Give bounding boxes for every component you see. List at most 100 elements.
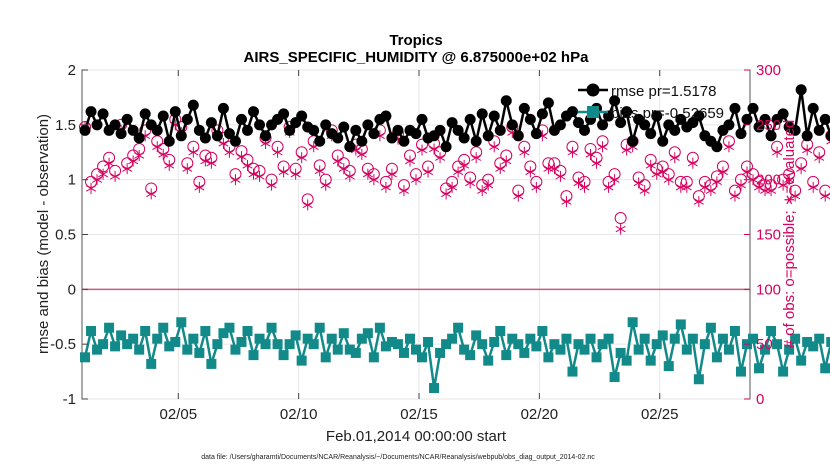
obs-evaluated-marker bbox=[453, 166, 464, 178]
obs-evaluated-marker bbox=[435, 152, 446, 164]
asterisk-stroke bbox=[802, 146, 813, 154]
obs-evaluated-marker bbox=[477, 185, 488, 197]
bias-point bbox=[705, 322, 716, 333]
rmse-point bbox=[109, 119, 121, 131]
bias-point bbox=[392, 339, 403, 350]
asterisk-stroke bbox=[332, 157, 343, 165]
y-axis-label: rmse and bias (model - observation) bbox=[35, 114, 52, 354]
asterisk-stroke bbox=[398, 187, 409, 194]
rmse-point bbox=[777, 108, 789, 120]
obs-evaluated-marker bbox=[410, 174, 422, 186]
asterisk-stroke bbox=[410, 176, 422, 183]
bias-point bbox=[772, 339, 783, 350]
bias-point bbox=[826, 336, 830, 347]
bias-point bbox=[573, 339, 584, 350]
asterisk-stroke bbox=[242, 162, 253, 169]
bias-point bbox=[248, 350, 259, 361]
bias-point bbox=[260, 339, 271, 350]
rmse-point bbox=[512, 130, 524, 142]
bias-point bbox=[471, 330, 482, 341]
rmse-point bbox=[524, 113, 536, 125]
asterisk-stroke bbox=[386, 171, 397, 178]
asterisk-stroke bbox=[423, 168, 434, 176]
rmse-point bbox=[795, 84, 807, 96]
bias-point bbox=[302, 333, 313, 344]
rmse-point bbox=[579, 124, 591, 136]
y2-tick-label: 0 bbox=[756, 391, 764, 408]
obs-evaluated-marker bbox=[417, 144, 428, 156]
bias-point bbox=[657, 330, 668, 341]
rmse-point bbox=[223, 128, 235, 140]
rmse-point bbox=[284, 124, 296, 136]
bias-point bbox=[627, 317, 638, 328]
asterisk-stroke bbox=[302, 201, 313, 209]
asterisk-stroke bbox=[296, 154, 307, 161]
obs-evaluated-marker bbox=[549, 163, 560, 175]
x-tick-label: 02/05 bbox=[160, 406, 198, 423]
rmse-point bbox=[332, 132, 344, 144]
bias-point bbox=[116, 330, 127, 341]
asterisk-stroke bbox=[585, 151, 596, 158]
obs-evaluated-marker bbox=[92, 174, 103, 186]
obs-evaluated-marker bbox=[248, 168, 259, 180]
bias-point bbox=[429, 383, 440, 394]
rmse-point bbox=[368, 128, 380, 140]
obs-evaluated-marker bbox=[146, 188, 157, 200]
asterisk-stroke bbox=[519, 149, 530, 156]
x-tick-label: 02/10 bbox=[280, 406, 318, 423]
bias-point bbox=[104, 322, 115, 333]
bias-point bbox=[218, 328, 229, 339]
bias-point bbox=[717, 333, 728, 344]
obs-evaluated-marker bbox=[459, 159, 470, 171]
bias-point bbox=[729, 326, 740, 337]
obs-evaluated-marker bbox=[242, 159, 253, 171]
asterisk-stroke bbox=[435, 154, 446, 161]
bias-point bbox=[525, 333, 536, 344]
bias-point bbox=[501, 350, 512, 361]
asterisk-stroke bbox=[687, 160, 698, 167]
asterisk-stroke bbox=[778, 181, 789, 189]
obs-evaluated-marker bbox=[747, 174, 759, 186]
rmse-point bbox=[362, 119, 374, 131]
asterisk-stroke bbox=[368, 176, 379, 183]
asterisk-stroke bbox=[729, 192, 740, 200]
bias-point bbox=[320, 352, 331, 363]
obs-evaluated-marker bbox=[110, 170, 121, 182]
obs-evaluated-marker bbox=[814, 152, 825, 164]
bias-point bbox=[681, 344, 692, 355]
bias-point bbox=[200, 326, 211, 337]
asterisk-stroke bbox=[98, 171, 109, 178]
obs-evaluated-marker bbox=[290, 168, 301, 180]
asterisk-stroke bbox=[266, 181, 277, 189]
bias-point bbox=[531, 341, 542, 352]
y-tick-label: 1 bbox=[68, 172, 76, 189]
bias-point bbox=[272, 339, 283, 350]
rmse-point bbox=[711, 141, 723, 153]
rmse-point bbox=[506, 119, 518, 131]
bias-point bbox=[699, 339, 710, 350]
obs-evaluated-marker bbox=[362, 168, 373, 180]
bias-point bbox=[561, 333, 572, 344]
bias-point bbox=[140, 326, 151, 337]
obs-evaluated-marker bbox=[104, 157, 115, 169]
rmse-point bbox=[338, 121, 350, 133]
bias-point bbox=[784, 344, 795, 355]
bias-point bbox=[675, 319, 686, 330]
obs-evaluated-marker bbox=[741, 166, 753, 178]
y-tick-label: 0.5 bbox=[55, 227, 76, 244]
asterisk-stroke bbox=[344, 173, 355, 180]
bias-point bbox=[338, 328, 349, 339]
asterisk-stroke bbox=[555, 173, 566, 180]
rmse-point bbox=[260, 130, 272, 142]
bias-point bbox=[344, 344, 355, 355]
asterisk-stroke bbox=[362, 171, 373, 178]
rmse-point bbox=[199, 132, 211, 144]
asterisk-stroke bbox=[814, 154, 825, 161]
bias-point bbox=[152, 333, 163, 344]
obs-evaluated-marker bbox=[591, 157, 602, 169]
asterisk-stroke bbox=[471, 154, 482, 161]
bias-point bbox=[723, 344, 734, 355]
bias-point bbox=[597, 339, 608, 350]
bias-point bbox=[374, 322, 385, 333]
bias-point bbox=[314, 322, 325, 333]
